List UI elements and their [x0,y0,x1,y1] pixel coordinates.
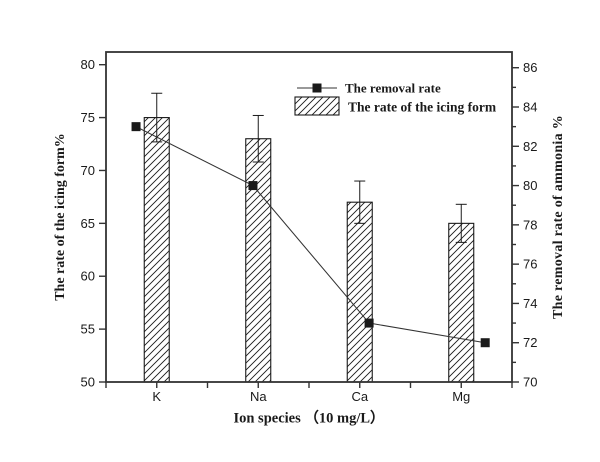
tick-labels: 50 55 60 65 70 75 80 70 72 74 76 78 80 82 84 86 K Na Ca Mg [81,57,538,404]
left-axis-title: The rate of the icing form% [53,133,68,301]
right-axis-tick-label: 74 [523,296,537,311]
left-axis-tick-label: 75 [81,110,95,125]
error-bar-Mg [455,203,467,243]
axis-ticks [99,63,519,388]
legend-label-icing-form: The rate of the icing form [348,100,497,115]
bar-Ca [346,201,373,383]
category-label-Ca: Ca [351,389,368,404]
legend: The removal rate The rate of the icing fo… [294,81,497,116]
error-bar-K [151,92,163,143]
error-bar-Ca [354,180,366,224]
removal-rate-line [135,126,486,344]
line-series [131,122,490,348]
left-axis-tick-label: 80 [81,57,95,72]
right-axis-tick-label: 76 [523,257,537,272]
category-label-K: K [152,389,161,404]
x-axis-title: Ion species （10 mg/L） [233,410,385,427]
legend-square-marker [312,83,322,93]
right-axis-tick-label: 86 [523,60,537,75]
error-bar-Na [252,114,264,163]
left-axis-tick-label: 70 [81,163,95,178]
bar-Mg [448,222,475,383]
right-axis-tick-label: 80 [523,178,537,193]
right-axis-tick-label: 78 [523,217,537,232]
marker-Ca [364,318,374,328]
bar-series [143,92,475,383]
legend-label-removal-rate: The removal rate [345,81,441,96]
marker-Mg [480,338,490,348]
left-axis-tick-label: 50 [81,375,95,390]
left-axis-tick-label: 60 [81,269,95,284]
bar-K [143,117,170,383]
bar-Na [245,138,272,383]
left-axis-tick-label: 55 [81,322,95,337]
marker-K [131,122,141,132]
right-axis-tick-label: 84 [523,100,537,115]
legend-hatch-swatch [294,96,340,116]
right-axis-tick-label: 70 [523,375,537,390]
category-label-Mg: Mg [452,389,470,404]
left-axis-tick-label: 65 [81,216,95,231]
right-axis-tick-label: 82 [523,139,537,154]
category-label-Na: Na [250,389,267,404]
marker-Na [248,181,258,191]
right-axis-title: The removal rate of ammonia % [551,114,566,320]
right-axis-tick-label: 72 [523,335,537,350]
